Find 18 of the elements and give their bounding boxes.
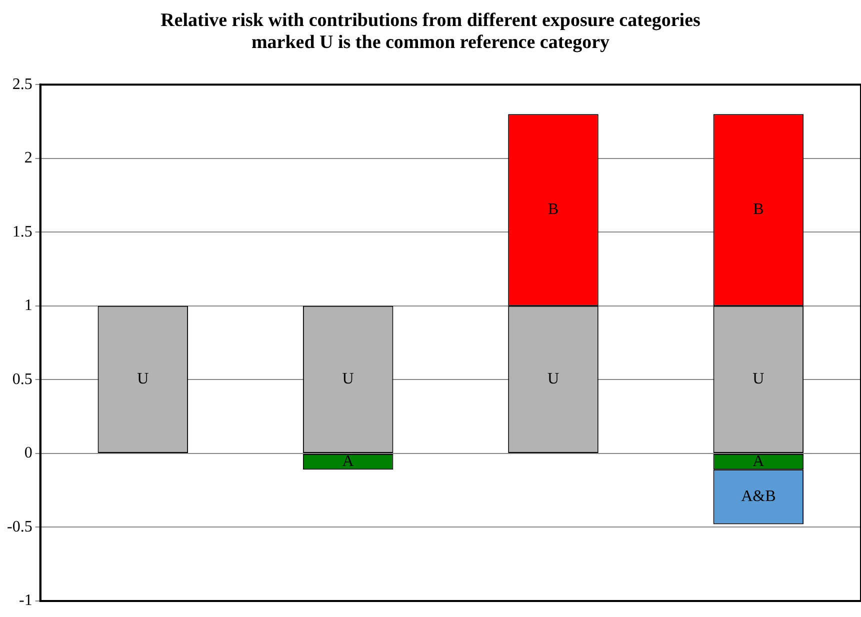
text: U (547, 370, 560, 388)
y-tick-label: -1 (19, 592, 32, 610)
y-tick-label: 1 (24, 297, 32, 314)
chart-title: Relative risk with contributions from different exposure categories marked U is the common reference category (160, 9, 702, 55)
y-tick-label: 2.5 (12, 76, 32, 93)
text: A (752, 453, 764, 470)
text: B (753, 201, 764, 218)
y-tick-label: 2 (24, 150, 32, 167)
text: U (752, 370, 764, 388)
text: U (137, 370, 149, 388)
y-tick-label: 0 (24, 444, 32, 462)
y-tick-label: 1.5 (12, 223, 32, 240)
series-label: U (342, 370, 354, 388)
series-label: A (342, 453, 354, 470)
y-tick-label: 0.5 (12, 370, 32, 388)
y-tick-label: -0.5 (7, 518, 32, 536)
series-label: A&B (741, 488, 776, 506)
series-label: B (548, 201, 559, 218)
